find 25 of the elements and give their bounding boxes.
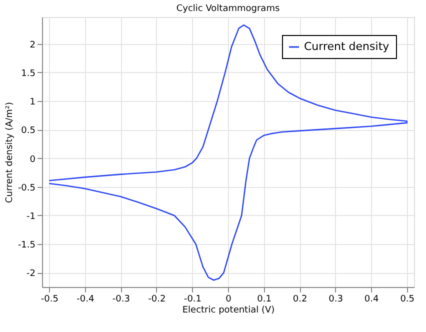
legend-label: Current density [304,40,390,53]
x-tick-label: 0 [226,294,232,304]
y-tick-label: 0 [30,154,36,165]
y-tick-label: -1 [26,212,36,222]
x-axis-title: Electric potential (V) [182,306,275,316]
x-tick-label: 0.5 [400,294,415,304]
y-axis-title: Current density (A/m²) [4,102,15,204]
y-tick-label: 0.5 [21,126,36,136]
x-tick-label: -0.5 [40,294,58,304]
x-tick-label: -0.3 [112,294,130,304]
y-tick-label: -0.5 [18,183,36,194]
x-tick-label: 0.1 [257,294,272,304]
x-tick-label: -0.1 [184,294,202,304]
x-tick-label: -0.2 [148,294,166,304]
y-tick-label: 1.5 [21,68,36,79]
x-tick-label: 0.3 [328,294,343,304]
y-tick-label: 1 [30,98,36,108]
y-tick-label: -2 [26,269,36,280]
x-tick-label: 0.4 [364,294,379,304]
y-tick-label: -1.5 [18,240,36,251]
x-tick-label: -0.4 [76,294,94,304]
chart-title: Cyclic Voltammograms [176,4,280,14]
x-tick-label: 0.2 [292,294,308,304]
y-tick-label: 2 [30,40,36,50]
line-series [48,24,408,281]
